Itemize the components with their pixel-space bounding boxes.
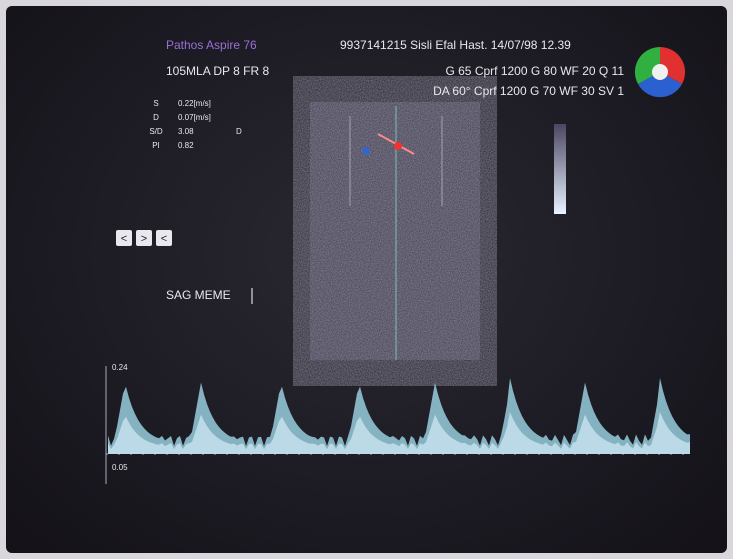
measure-marker: D (236, 127, 242, 136)
ultrasound-overlay: Pathos Aspire 76 105MLA DP 8 FR 8 993714… (6, 6, 727, 553)
color-map (635, 47, 685, 97)
measure-label: S/D (149, 127, 163, 136)
patient-info: 9937141215 Sisli Efal Hast. 14/07/98 12.… (340, 38, 571, 52)
measure-label: S (153, 99, 158, 108)
probe-settings: 105MLA DP 8 FR 8 (166, 64, 269, 78)
settings-line: DA 60° Cprf 1200 G 70 WF 30 SV 1 (433, 84, 624, 98)
control-label: < (121, 233, 127, 245)
ultrasound-screen: Pathos Aspire 76 105MLA DP 8 FR 8 993714… (6, 6, 727, 553)
measure-value: 0.07[m/s] (178, 113, 211, 122)
measurements: S 0.22[m/s] D 0.07[m/s] S/D 3.08 PI 0.82 (149, 99, 211, 150)
controls: < > < (116, 230, 172, 246)
b-mode-speckle (310, 102, 480, 360)
measure-value: 0.22[m/s] (178, 99, 211, 108)
settings-line: G 65 Cprf 1200 G 80 WF 20 Q 11 (445, 64, 624, 78)
scale-bottom: 0.05 (112, 463, 128, 472)
gray-scale-bar (554, 124, 566, 214)
control-label: > (141, 233, 147, 245)
measure-label: PI (152, 141, 160, 150)
scale-top: 0.24 (112, 363, 128, 372)
device-name: Pathos Aspire 76 (166, 38, 257, 52)
measure-value: 0.82 (178, 141, 194, 150)
color-flow (394, 142, 402, 150)
measure-label: D (153, 113, 159, 122)
page: Pathos Aspire 76 105MLA DP 8 FR 8 993714… (0, 0, 733, 559)
color-flow (362, 147, 370, 155)
annotation: SAG MEME (166, 288, 231, 302)
measure-value: 3.08 (178, 127, 194, 136)
control-label: < (161, 233, 167, 245)
